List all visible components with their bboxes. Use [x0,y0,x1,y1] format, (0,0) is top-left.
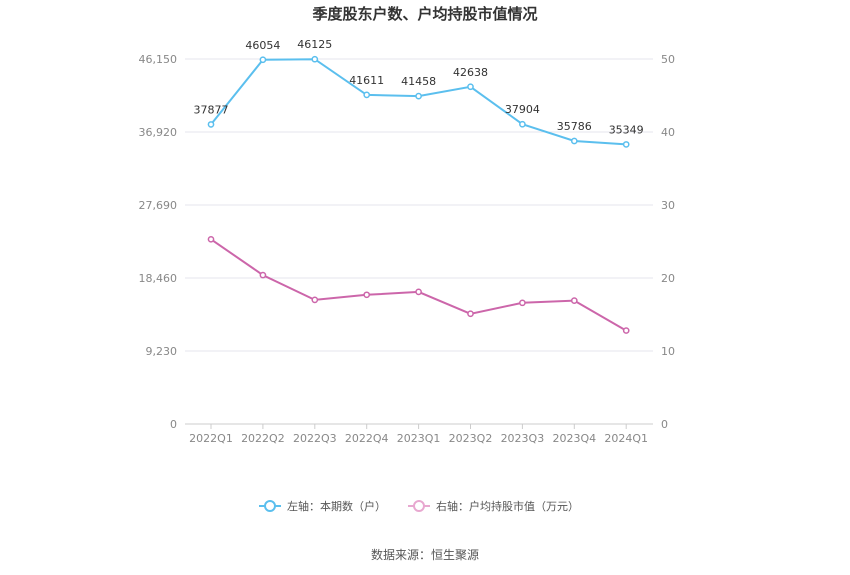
data-label: 35349 [609,123,644,136]
data-point-left[interactable] [259,56,267,64]
data-label: 37904 [505,103,540,116]
data-point-left[interactable] [570,137,578,145]
data-label: 37877 [194,103,229,116]
legend: 左轴：本期数（户） 右轴：户均持股市值（万元） [259,499,579,513]
data-labels: 37877 46054 46125 41611 41458 42638 37904 35786… [194,38,644,136]
right-axis-tick-label: 10 [661,345,675,358]
data-point-right[interactable] [622,327,630,334]
x-axis-tick-label: 2022Q3 [293,432,337,445]
right-axis-tick-label: 0 [661,418,668,431]
data-point-left[interactable] [415,92,422,100]
legend-item-2[interactable]: 右轴：户均持股市值（万元） [408,499,579,513]
x-axis-tick-label: 2023Q3 [501,432,545,445]
right-axis-tick-label: 40 [661,126,675,139]
x-axis-tick-label: 2023Q1 [397,432,441,445]
data-point-right[interactable] [259,271,267,279]
data-point-left[interactable] [311,55,319,63]
data-point-right[interactable] [207,235,215,243]
data-label: 41458 [401,75,436,88]
data-point-right[interactable] [519,299,526,307]
series-line-right [210,238,627,332]
right-axis-tick-label: 20 [661,272,675,285]
left-axis-tick-label: 36,920 [139,126,178,139]
legend-label: 左轴：本期数（户） [287,499,386,513]
left-axis-tick-label: 27,690 [139,199,178,212]
grid-lines [185,58,653,352]
source-note: 数据来源：恒生聚源 [371,547,479,562]
data-label: 35786 [557,120,592,133]
left-axis-tick-label: 9,230 [146,345,178,358]
left-axis-tick-label: 46,150 [139,53,178,66]
data-label: 46054 [245,39,280,52]
data-point-right[interactable] [570,297,578,304]
x-axis-tick-label: 2022Q4 [345,432,389,445]
data-point-right[interactable] [415,288,422,296]
data-point-left[interactable] [363,91,371,99]
left-axis-tick-label: 18,460 [139,272,178,285]
legend-item-1[interactable]: 左轴：本期数（户） [259,499,386,513]
x-axis-tick-label: 2023Q4 [552,432,596,445]
left-axis-tick-label: 0 [170,418,177,431]
data-point-right[interactable] [467,310,474,318]
right-axis-tick-label: 30 [661,199,675,212]
axes: 0 9,230 18,460 27,690 36,920 46,150 0 10 20 30 40 5… [139,53,676,445]
data-label: 46125 [297,38,332,51]
x-axis-tick-label: 2023Q2 [449,432,493,445]
data-point-right[interactable] [363,291,371,299]
data-point-left[interactable] [207,121,215,128]
x-axis-tick-label: 2022Q2 [241,432,285,445]
chart-title: 季度股东户数、户均持股市值情况 [312,5,537,23]
x-axis-tick-label: 2024Q1 [604,432,648,445]
data-point-left[interactable] [622,141,630,148]
data-label: 42638 [453,66,488,79]
data-point-right[interactable] [311,296,319,304]
legend-marker [413,500,425,512]
x-axis-tick-label: 2022Q1 [189,432,233,445]
series-layer [207,55,630,334]
data-point-left[interactable] [519,120,526,128]
legend-marker [264,500,276,512]
legend-label: 右轴：户均持股市值（万元） [436,499,579,513]
right-axis-tick-label: 50 [661,53,675,66]
data-label: 41611 [349,74,384,87]
data-point-left[interactable] [467,83,474,91]
